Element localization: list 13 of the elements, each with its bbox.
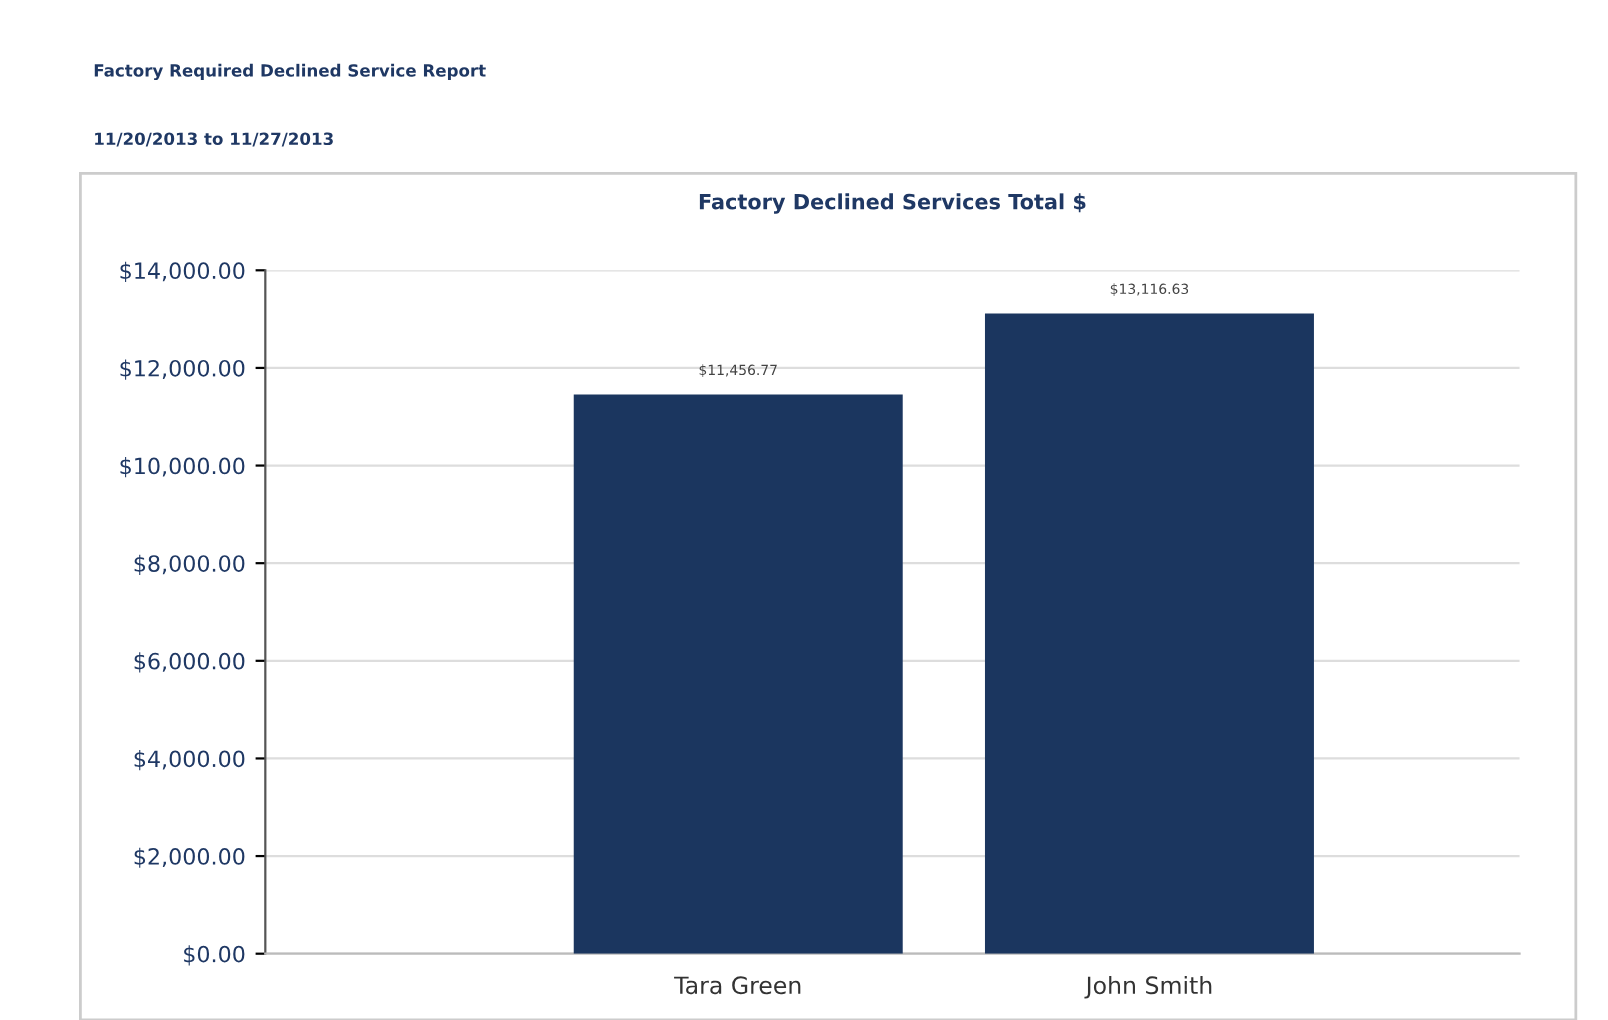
- text: Factory Required Declined Service Report: [94, 63, 486, 81]
- x-tick-label: Tara Green: [674, 976, 801, 995]
- y-tick-label: $0.00: [184, 945, 245, 966]
- y-tick-label: $4,000.00: [134, 750, 245, 771]
- chart-title: Factory Declined Services Total $: [699, 193, 1086, 214]
- y-tick-label: $12,000.00: [120, 359, 245, 380]
- text: 11/20/2013 to 11/27/2013: [95, 132, 333, 147]
- y-tick-label: $10,000.00: [120, 457, 245, 478]
- y-tick-label: $6,000.00: [134, 652, 245, 673]
- y-tick-label: $14,000.00: [120, 261, 245, 283]
- x-tick-label: John Smith: [1084, 975, 1212, 999]
- y-tick-label: $8,000.00: [134, 554, 245, 575]
- y-tick-label: $2,000.00: [134, 847, 245, 868]
